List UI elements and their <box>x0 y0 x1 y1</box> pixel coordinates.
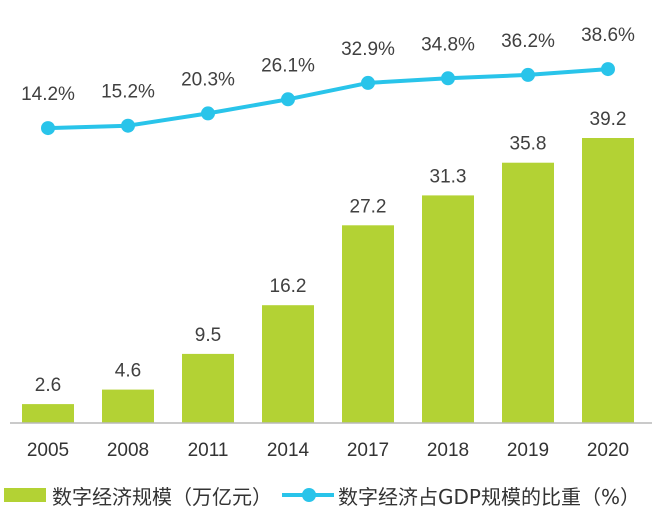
bar-2017[interactable] <box>342 225 394 423</box>
share-line <box>46 67 610 131</box>
legend-line-swatch <box>282 487 334 503</box>
bar-2008[interactable] <box>102 389 154 423</box>
bar-label-2017: 27.2 <box>350 196 387 217</box>
legend-label-scale: 数字经济规模（万亿元） <box>52 484 272 509</box>
share-label-2005: 14.2% <box>21 84 75 105</box>
share-point-2018[interactable] <box>441 71 455 86</box>
bar-2018[interactable] <box>422 195 474 423</box>
share-label-2008: 15.2% <box>101 82 155 103</box>
legend-item-share[interactable]: 数字经济占GDP规模的比重（%） <box>272 481 640 510</box>
bar-2014[interactable] <box>262 305 314 423</box>
x-tick-2019: 2019 <box>507 440 549 461</box>
x-tick-2020: 2020 <box>587 440 629 461</box>
share-point-2005[interactable] <box>41 121 55 136</box>
share-label-2011: 20.3% <box>181 69 235 90</box>
x-tick-2011: 2011 <box>188 440 229 461</box>
share-point-2017[interactable] <box>361 75 375 90</box>
bar-2005[interactable] <box>22 404 74 423</box>
legend-item-scale[interactable]: 数字经济规模（万亿元） <box>4 481 272 510</box>
bar-label-2008: 4.6 <box>115 361 141 382</box>
share-label-2018: 34.8% <box>421 34 475 55</box>
bar-label-2014: 16.2 <box>270 276 307 297</box>
bar-2020[interactable] <box>582 138 634 423</box>
share-point-2020[interactable] <box>601 62 615 77</box>
x-tick-2018: 2018 <box>427 440 469 461</box>
share-label-2020: 38.6% <box>581 25 635 46</box>
legend: 数字经济规模（万亿元） 数字经济占GDP规模的比重（%） <box>4 480 640 510</box>
share-label-2019: 36.2% <box>501 31 555 52</box>
bar-2019[interactable] <box>502 162 554 423</box>
share-label-2014: 26.1% <box>261 55 315 76</box>
x-tick-2017: 2017 <box>347 440 389 461</box>
legend-label-share: 数字经济占GDP规模的比重（%） <box>338 484 640 509</box>
bar-2011[interactable] <box>182 353 234 423</box>
bar-label-2020: 39.2 <box>590 109 627 130</box>
x-tick-2008: 2008 <box>107 440 149 461</box>
bar-label-2018: 31.3 <box>430 166 467 187</box>
legend-bar-swatch <box>4 488 46 502</box>
share-point-2019[interactable] <box>521 67 535 82</box>
chart: 2005 2008 2011 2014 2017 2018 2019 2020 2.6 4.6 9… <box>10 25 652 461</box>
share-point-2011[interactable] <box>201 106 215 121</box>
share-point-2008[interactable] <box>121 118 135 133</box>
bar-label-2019: 35.8 <box>510 134 547 155</box>
x-tick-2005: 2005 <box>27 440 69 461</box>
bar-label-2005: 2.6 <box>35 375 61 396</box>
share-label-2017: 32.9% <box>341 39 395 60</box>
share-point-2014[interactable] <box>281 92 295 107</box>
bar-label-2011: 9.5 <box>195 325 221 346</box>
x-tick-2014: 2014 <box>267 440 310 461</box>
